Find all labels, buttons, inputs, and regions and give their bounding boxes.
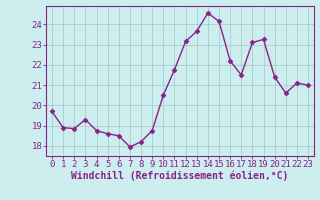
- X-axis label: Windchill (Refroidissement éolien,°C): Windchill (Refroidissement éolien,°C): [71, 171, 289, 181]
